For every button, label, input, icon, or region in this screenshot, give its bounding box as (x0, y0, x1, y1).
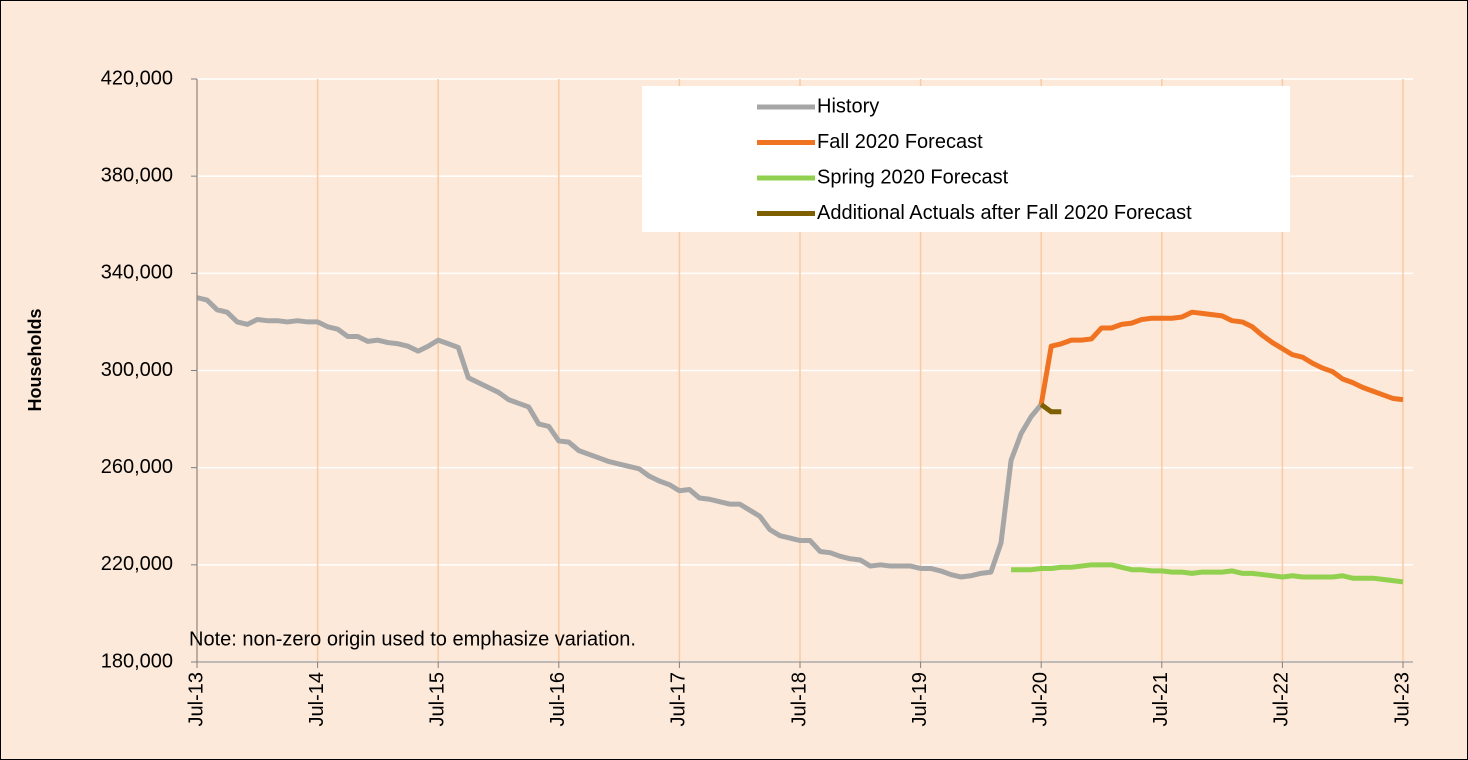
x-tick-label: Jul-15 (426, 672, 448, 726)
note: Note: non-zero origin used to emphasize … (189, 628, 636, 650)
legend-label: Spring 2020 Forecast (817, 166, 1009, 188)
series-line (196, 295, 1044, 580)
series-line (1011, 562, 1404, 585)
y-tick-label: 220,000 (101, 553, 173, 575)
y-tick-label: 300,000 (101, 359, 173, 381)
legend-label: Fall 2020 Forecast (817, 131, 983, 153)
x-tick-label: Jul-21 (1150, 672, 1172, 726)
series-line (1039, 402, 1062, 415)
y-axis-label: Households (25, 308, 45, 411)
y-tick-label: 180,000 (101, 650, 173, 672)
y-tick-label: 380,000 (101, 164, 173, 186)
legend: History Fall 2020 Forecast Spring 2020 For… (757, 95, 1192, 224)
x-tick-label: Jul-23 (1391, 672, 1413, 726)
series-line (1038, 309, 1404, 405)
legend-label: Additional Actuals after Fall 2020 Forec… (817, 202, 1192, 224)
x-tick-label: Jul-22 (1271, 672, 1293, 726)
plot (196, 295, 1404, 585)
x-tick-label: Jul-18 (788, 672, 810, 726)
x-tick-label: Jul-20 (1029, 672, 1051, 726)
axes: 180,000 220,000 260,000 300,000 340,000 380,0… (101, 67, 1414, 726)
x-tick-label: Jul-19 (909, 672, 931, 726)
y-tick-label: 260,000 (101, 456, 173, 478)
x-tick-label: Jul-17 (668, 672, 690, 726)
legend-box (642, 86, 1290, 232)
legend-label: History (817, 95, 879, 117)
x-tick-label: Jul-13 (185, 672, 207, 726)
y-tick-label: 420,000 (101, 67, 173, 89)
y-tick-label: 340,000 (101, 262, 173, 284)
x-tick-label: Jul-14 (306, 672, 328, 726)
x-tick-label: Jul-16 (547, 672, 569, 726)
